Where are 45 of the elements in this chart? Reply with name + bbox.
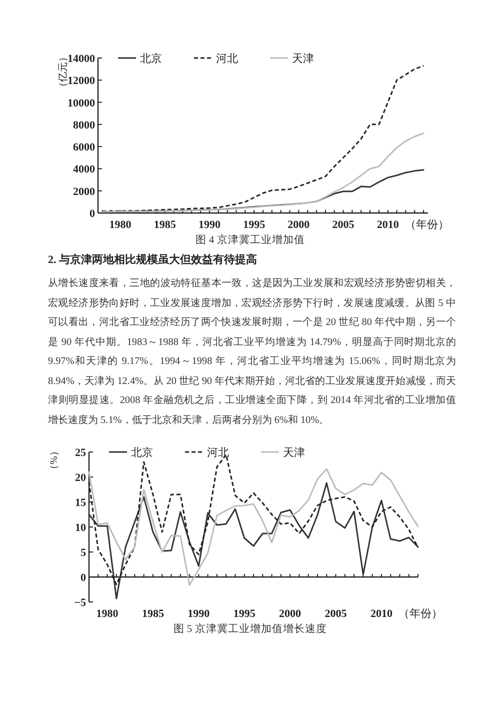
x-tick-label: 2000 xyxy=(288,219,310,231)
x-tick-label: 1995 xyxy=(243,219,266,231)
legend-label: 北京 xyxy=(140,52,162,65)
x-tick-label: 1995 xyxy=(233,608,256,620)
y-tick-label: 12000 xyxy=(68,75,96,88)
x-tick-label: 1980 xyxy=(109,219,132,231)
y-tick-label: 20 xyxy=(75,472,86,484)
y-tick-label: 10000 xyxy=(68,97,96,110)
x-tick-label: 1980 xyxy=(96,608,119,620)
y-tick-label: 4000 xyxy=(73,164,96,176)
line-series xyxy=(102,132,424,213)
legend-label: 河北 xyxy=(207,446,229,459)
x-tick-label: 2005 xyxy=(332,219,355,231)
y-axis-title: （%） xyxy=(49,446,60,474)
y-tick-label: −5 xyxy=(74,597,86,609)
y-tick-label: 6000 xyxy=(73,142,96,154)
y-axis-title: （亿元） xyxy=(58,52,69,92)
x-tick-label: 2005 xyxy=(324,608,348,620)
x-axis-title: （年份） xyxy=(398,608,442,620)
y-tick-label: 25 xyxy=(75,447,86,459)
legend-label: 天津 xyxy=(292,52,314,65)
y-tick-label: 8000 xyxy=(73,119,96,132)
legend-label: 天津 xyxy=(283,446,305,459)
x-tick-label: 1990 xyxy=(188,608,210,620)
x-tick-label: 1985 xyxy=(142,608,164,620)
y-tick-label: 0 xyxy=(80,572,86,584)
x-tick-label: 1985 xyxy=(154,219,176,231)
caption: 图 5 京津冀工业增加值增长速度 xyxy=(173,622,327,635)
legend-label: 河北 xyxy=(216,52,238,65)
x-tick-label: 1990 xyxy=(198,219,221,231)
y-tick-label: 10 xyxy=(75,522,86,534)
y-tick-label: 14000 xyxy=(68,53,96,65)
y-tick-label: 5 xyxy=(80,547,86,559)
caption: 图 4 京津冀工业增加值 xyxy=(195,233,305,246)
x-tick-label: 2010 xyxy=(370,608,393,620)
y-tick-label: 15 xyxy=(75,497,86,509)
x-axis-title: （年份） xyxy=(404,219,449,231)
text: 从增长速度来看，三地的波动特征基本一致，这是因为工业发展和宏观经济形势密切相关，宏观经济形势向好时，工业发展速度增加，宏观经济形势下行时，发展速度减缓。从图 5 中可以看出，河北省工业经济经历了两个快速发展时期，一个是 20 世纪 80 年代中期，另一个是 90 年代中期。1983～1988 年，河北省工业平均增速为 14.79%，明显高于同时期北京的 9.97%和天津的 9.17%。1994～1998 年，河北省工业平均增速为 15.06%，同时期北京为 8.94%，天津为 12.4%。从 20 世纪 90 年代末期开始，河北省的工业发展速度开始减慢，而天津则明显提速。2008 年金融危机之后，工业增速全面下降，到 2014 年河北省的工业增加值增长速度为 5.1%，低于北京和天津，后两者分别为 6%和 10%。 xyxy=(48,276,456,428)
text: 2. 与京津两地相比规模虽大但效益有待提高 xyxy=(48,252,257,267)
y-tick-label: 2000 xyxy=(73,186,96,198)
y-tick-label: 0 xyxy=(90,208,96,220)
legend-label: 北京 xyxy=(131,446,153,459)
x-tick-label: 2010 xyxy=(376,219,400,231)
x-tick-label: 2000 xyxy=(279,608,302,620)
line-series xyxy=(88,482,419,600)
